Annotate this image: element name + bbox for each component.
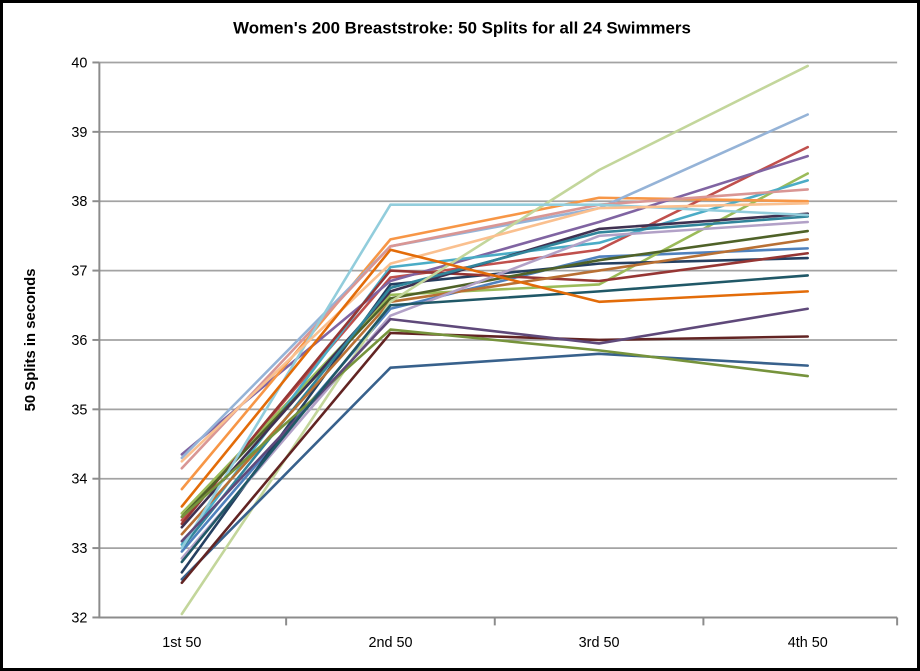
axis-tick-labels: 32 33 34 35 36 37 38 39 40 1st 50 2nd 50 3rd 50 4th … — [71, 55, 827, 651]
y-tick-label: 32 — [71, 610, 87, 626]
axes — [92, 61, 899, 626]
y-tick-label: 38 — [71, 194, 87, 210]
series-line-swimmer-19 — [180, 352, 810, 581]
series-line-swimmer-18 — [180, 202, 810, 463]
y-tick-label: 34 — [71, 472, 87, 488]
y-tick-label: 37 — [71, 264, 87, 280]
x-tick-label: 2nd 50 — [368, 635, 412, 651]
series-line-swimmer-12 — [180, 238, 810, 536]
y-axis-title: 50 Splits in seconds — [23, 269, 39, 412]
x-tick-label: 3rd 50 — [579, 635, 620, 651]
y-tick-label: 36 — [71, 333, 87, 349]
series-line-swimmer-13 — [180, 113, 810, 460]
chart-title: Women's 200 Breaststroke: 50 Splits for … — [233, 19, 691, 38]
series-line-swimmer-2 — [180, 145, 810, 522]
series-line-swimmer-23 — [180, 274, 810, 564]
y-tick-label: 35 — [71, 402, 87, 418]
series-line-swimmer-20 — [180, 331, 810, 585]
x-tick-label: 1st 50 — [162, 635, 201, 651]
y-tick-label: 40 — [71, 55, 87, 71]
y-tick-label: 39 — [71, 125, 87, 141]
series-line-swimmer-21 — [180, 328, 810, 519]
line-chart: 32 33 34 35 36 37 38 39 40 1st 50 2nd 50 3rd 50 4th … — [23, 19, 899, 651]
series-line-swimmer-14 — [180, 188, 810, 470]
series-line-swimmer-1 — [180, 247, 810, 553]
series-line-swimmer-22 — [180, 307, 810, 543]
y-tick-label: 33 — [71, 541, 87, 557]
x-tick-label: 4th 50 — [788, 635, 828, 651]
series-line-swimmer-24 — [180, 248, 810, 508]
series-lines — [180, 64, 810, 616]
series-line-swimmer-4 — [180, 154, 810, 456]
